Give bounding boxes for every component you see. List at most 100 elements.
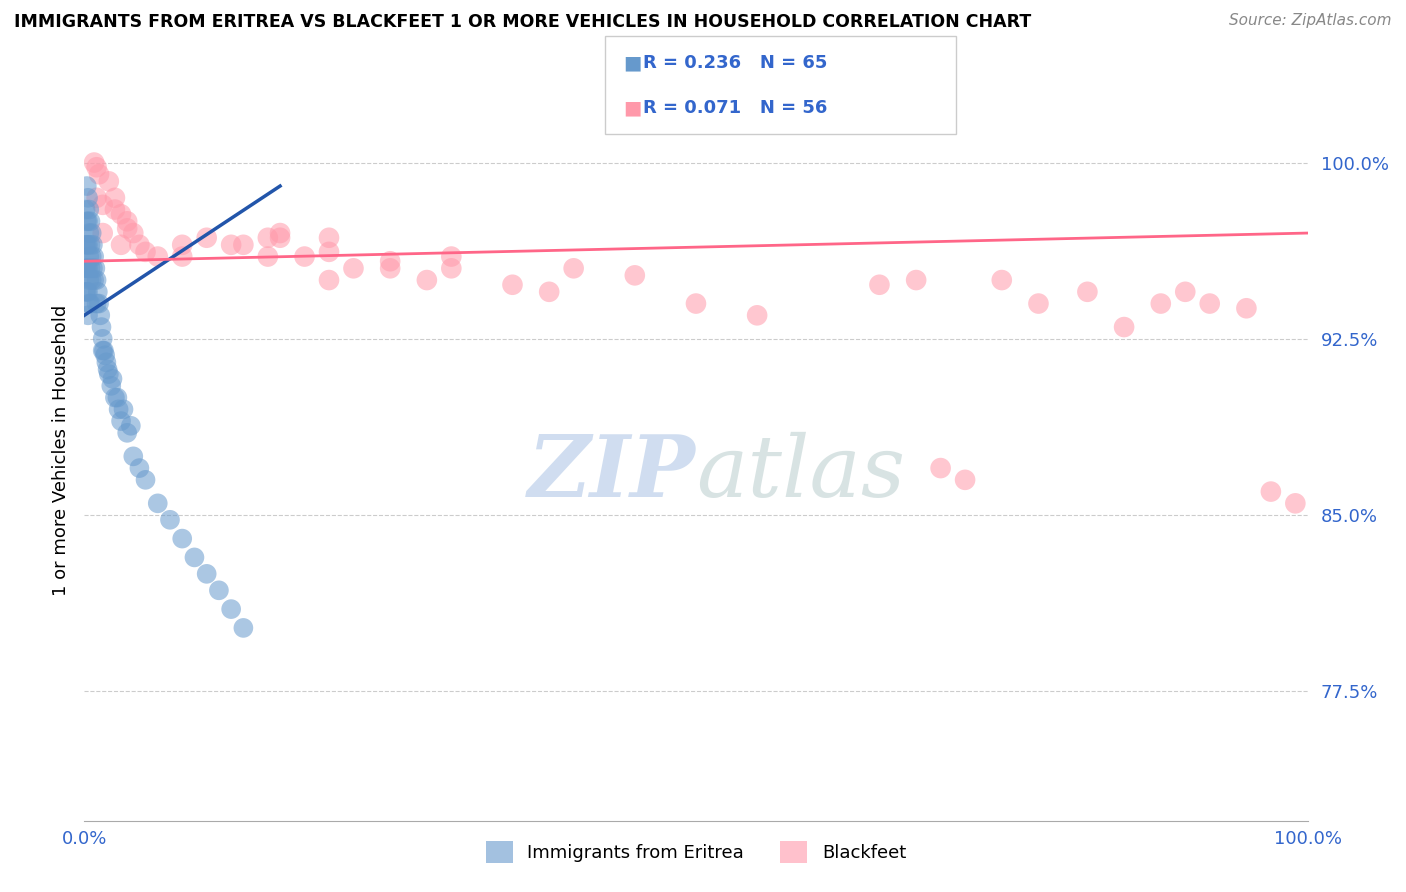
Point <box>747 308 769 322</box>
Point <box>90 320 112 334</box>
Point <box>76 261 98 276</box>
Point <box>318 244 340 259</box>
Point <box>1260 484 1282 499</box>
Point <box>77 285 100 299</box>
Point <box>1174 285 1197 299</box>
Point <box>104 202 127 217</box>
Point <box>87 285 110 299</box>
Point <box>80 250 103 264</box>
Point <box>87 296 110 310</box>
Point <box>75 202 97 217</box>
Point <box>115 221 138 235</box>
Point <box>79 237 101 252</box>
Text: R = 0.071   N = 56: R = 0.071 N = 56 <box>643 99 827 117</box>
Point <box>294 250 316 264</box>
Point <box>105 391 128 405</box>
Point <box>1114 320 1136 334</box>
Point <box>120 418 142 433</box>
Point <box>269 231 291 245</box>
Text: atlas: atlas <box>696 432 905 514</box>
Point <box>77 226 100 240</box>
Point <box>342 261 364 276</box>
Point <box>257 231 280 245</box>
Point <box>195 231 218 245</box>
Point <box>97 362 120 376</box>
Point <box>159 513 181 527</box>
Point <box>93 343 115 358</box>
Point <box>86 160 108 174</box>
Text: IMMIGRANTS FROM ERITREA VS BLACKFEET 1 OR MORE VEHICLES IN HOUSEHOLD CORRELATION: IMMIGRANTS FROM ERITREA VS BLACKFEET 1 O… <box>14 13 1032 31</box>
Point <box>219 237 242 252</box>
Point <box>91 332 114 346</box>
Point <box>685 296 707 310</box>
Point <box>115 425 138 440</box>
Point <box>380 254 402 268</box>
Point <box>318 273 340 287</box>
Point <box>80 273 103 287</box>
Point <box>91 343 114 358</box>
Point <box>76 237 98 252</box>
Point <box>77 191 100 205</box>
Point <box>112 402 135 417</box>
Point <box>232 237 254 252</box>
Text: ■: ■ <box>623 54 641 73</box>
Point <box>135 244 157 259</box>
Point <box>991 273 1014 287</box>
Point <box>624 268 647 283</box>
Point <box>416 273 439 287</box>
Point <box>929 461 952 475</box>
Point <box>502 277 524 292</box>
Y-axis label: 1 or more Vehicles in Household: 1 or more Vehicles in Household <box>52 305 70 596</box>
Point <box>76 214 98 228</box>
Point <box>86 273 108 287</box>
Point <box>100 379 122 393</box>
Point <box>146 250 169 264</box>
Point <box>87 167 110 181</box>
Point <box>269 226 291 240</box>
Point <box>77 202 100 217</box>
Point <box>172 532 194 546</box>
Point <box>208 583 231 598</box>
Point <box>183 550 205 565</box>
Point <box>86 296 108 310</box>
Point <box>128 237 150 252</box>
Point <box>257 250 280 264</box>
Text: Source: ZipAtlas.com: Source: ZipAtlas.com <box>1229 13 1392 29</box>
Point <box>1236 301 1258 316</box>
Point <box>195 566 218 581</box>
Point <box>76 179 98 194</box>
Point <box>79 261 101 276</box>
Point <box>80 226 103 240</box>
Point <box>97 367 120 381</box>
Point <box>135 473 157 487</box>
Point <box>440 261 463 276</box>
Point <box>84 261 107 276</box>
Point <box>86 191 108 205</box>
Text: R = 0.236   N = 65: R = 0.236 N = 65 <box>643 54 827 72</box>
Text: ■: ■ <box>623 98 641 118</box>
Point <box>1198 296 1220 310</box>
Point <box>91 198 114 212</box>
Point <box>79 214 101 228</box>
Point <box>1028 296 1050 310</box>
Point <box>77 273 100 287</box>
Point <box>83 155 105 169</box>
Point <box>89 308 111 322</box>
Point <box>122 450 145 464</box>
Point <box>75 237 97 252</box>
Point <box>77 308 100 322</box>
Point <box>869 277 891 292</box>
Point <box>77 214 100 228</box>
Point <box>94 348 117 362</box>
Point <box>232 621 254 635</box>
Point <box>380 261 402 276</box>
Point <box>110 207 132 221</box>
Point <box>172 250 194 264</box>
Point <box>77 250 100 264</box>
Point <box>96 355 118 369</box>
Point <box>76 285 98 299</box>
Point <box>77 237 100 252</box>
Point <box>128 461 150 475</box>
Point <box>115 214 138 228</box>
Point <box>905 273 928 287</box>
